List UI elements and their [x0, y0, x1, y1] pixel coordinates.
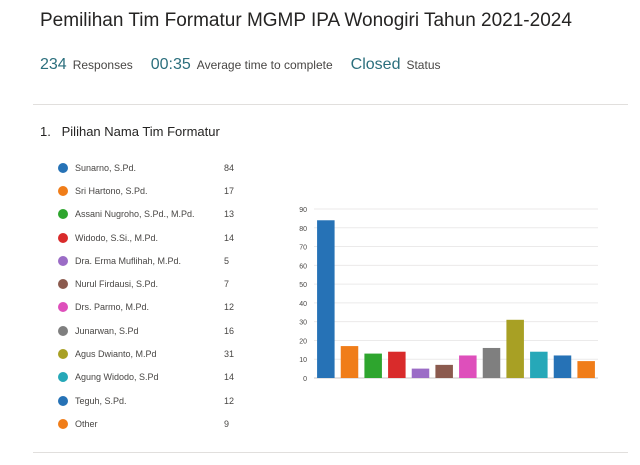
question-text: Pilihan Nama Tim Formatur: [61, 124, 220, 139]
legend-label: Nurul Firdausi, S.Pd.: [75, 279, 159, 290]
legend-count: 16: [224, 325, 235, 336]
legend-count: 84: [224, 162, 235, 173]
legend-label: Sri Hartono, S.Pd.: [75, 185, 148, 196]
section-divider-bottom: [33, 452, 628, 453]
bar[interactable]: [317, 220, 335, 378]
legend-item: Assani Nugroho, S.Pd., M.Pd. 13: [58, 203, 236, 226]
legend-label: Agus Dwianto, M.Pd: [75, 349, 157, 360]
bar[interactable]: [364, 353, 382, 378]
legend-count: 7: [224, 279, 230, 290]
legend-count: 5: [224, 255, 230, 266]
responses-count: 234: [40, 56, 67, 73]
bar[interactable]: [388, 351, 406, 378]
legend-count: 12: [224, 395, 235, 406]
legend-item: Agung Widodo, S.Pd 14: [58, 366, 236, 389]
bar[interactable]: [459, 355, 477, 378]
legend-count: 14: [224, 372, 235, 383]
legend-label: Dra. Erma Muflihah, M.Pd.: [75, 255, 182, 266]
legend-item: Sunarno, S.Pd. 84: [58, 156, 236, 179]
legend-color-dot: [58, 372, 68, 383]
legend-color-dot: [58, 185, 68, 196]
legend-color-dot: [58, 349, 68, 360]
avg-time-value: 00:35: [150, 56, 191, 73]
legend-label: Widodo, S.Si., M.Pd.: [75, 232, 159, 243]
legend-color-dot: [58, 325, 68, 336]
status-label: Status: [406, 58, 441, 72]
y-tick-label: 20: [299, 338, 307, 345]
y-tick-label: 90: [299, 207, 307, 214]
y-tick-label: 60: [299, 263, 307, 270]
y-tick-label: 0: [303, 376, 307, 383]
avg-time-stat: 00:35 Average time to complete: [151, 56, 333, 74]
legend-color-dot: [58, 162, 68, 173]
y-tick-label: 10: [299, 357, 307, 364]
question-title: 1. Pilihan Nama Tim Formatur: [40, 124, 220, 139]
bar-chart: 0 10 20 30 40 50 60 70 80 90: [299, 207, 598, 383]
legend-label: Teguh, S.Pd.: [75, 395, 127, 406]
avg-time-label: Average time to complete: [196, 58, 333, 72]
legend-label: Assani Nugroho, S.Pd., M.Pd.: [75, 209, 195, 220]
y-tick-label: 80: [299, 226, 307, 233]
question-number: 1.: [40, 124, 51, 139]
section-divider: [33, 104, 628, 105]
legend-count: 14: [224, 232, 235, 243]
legend-item: Teguh, S.Pd. 12: [58, 389, 236, 412]
legend-count: 9: [224, 418, 230, 429]
summary-stats: 234 Responses 00:35 Average time to comp…: [40, 56, 459, 74]
legend-color-dot: [58, 418, 68, 429]
legend-color-dot: [58, 395, 68, 406]
bar[interactable]: [340, 346, 359, 378]
bar[interactable]: [530, 351, 548, 378]
bar[interactable]: [482, 347, 501, 378]
legend-item: Nurul Firdausi, S.Pd. 7: [58, 272, 236, 295]
bar[interactable]: [435, 364, 453, 378]
legend-count: 17: [224, 185, 235, 196]
legend-label: Other: [75, 418, 98, 429]
chart-legend: Sunarno, S.Pd. 84 Sri Hartono, S.Pd. 17 Assa…: [58, 156, 236, 436]
bar[interactable]: [411, 368, 430, 378]
legend-item: Other 9: [58, 412, 236, 435]
legend-label: Drs. Parmo, M.Pd.: [75, 302, 150, 313]
y-tick-label: 70: [299, 245, 307, 252]
form-title: Pemilihan Tim Formatur MGMP IPA Wonogiri…: [40, 10, 572, 31]
bar[interactable]: [553, 355, 572, 378]
legend-color-dot: [58, 279, 68, 290]
legend-count: 12: [224, 302, 235, 313]
legend-item: Junarwan, S.Pd 16: [58, 319, 236, 342]
legend-color-dot: [58, 209, 68, 220]
status-value: Closed: [350, 56, 401, 73]
legend-count: 13: [224, 209, 235, 220]
legend-item: Sri Hartono, S.Pd. 17: [58, 179, 236, 202]
responses-stat: 234 Responses: [40, 56, 133, 74]
legend-label: Agung Widodo, S.Pd: [75, 372, 159, 383]
status-stat: Closed Status: [351, 56, 441, 74]
y-tick-label: 40: [299, 301, 307, 308]
y-tick-label: 50: [299, 282, 307, 289]
legend-color-dot: [58, 302, 68, 313]
y-tick-label: 30: [299, 320, 307, 327]
bar[interactable]: [577, 361, 595, 378]
legend-item: Drs. Parmo, M.Pd. 12: [58, 296, 236, 319]
legend-label: Sunarno, S.Pd.: [75, 162, 137, 173]
legend-color-dot: [58, 255, 68, 266]
legend-label: Junarwan, S.Pd: [75, 325, 139, 336]
legend-count: 31: [224, 349, 235, 360]
responses-label: Responses: [72, 58, 133, 72]
legend-color-dot: [58, 232, 68, 243]
legend-item: Widodo, S.Si., M.Pd. 14: [58, 226, 236, 249]
legend-item: Agus Dwianto, M.Pd 31: [58, 342, 236, 365]
bar[interactable]: [506, 319, 524, 378]
legend-item: Dra. Erma Muflihah, M.Pd. 5: [58, 249, 236, 272]
